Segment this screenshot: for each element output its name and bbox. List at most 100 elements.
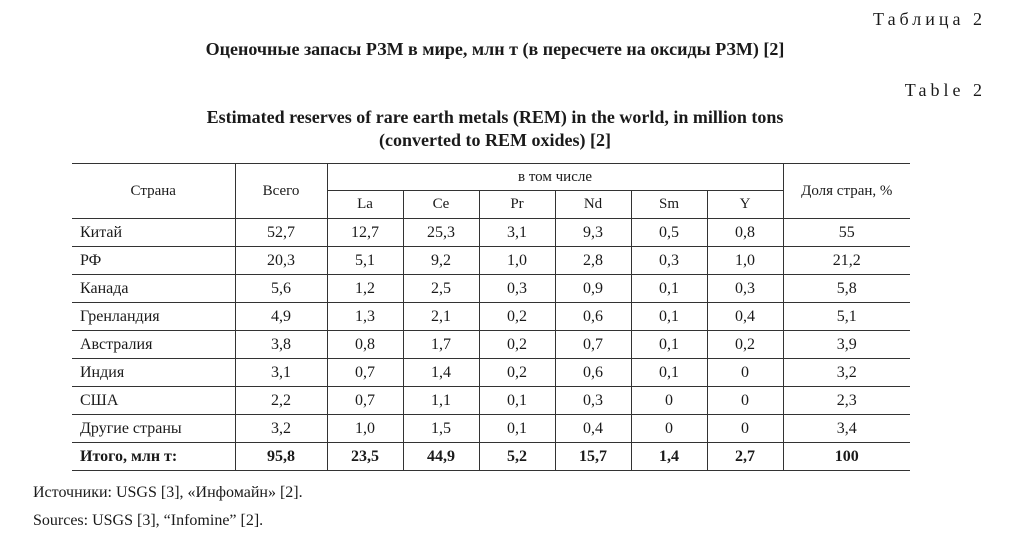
value-cell: 3,2	[782, 358, 910, 387]
value-cell: 0,6	[554, 302, 632, 331]
header-country: Страна	[72, 163, 236, 219]
value-cell: 55	[782, 218, 910, 247]
value-cell: 0,1	[630, 274, 708, 303]
value-cell: 0,7	[554, 330, 632, 359]
country-cell: США	[72, 386, 236, 415]
value-cell: 5,1	[782, 302, 910, 331]
value-cell: 3,1	[478, 218, 556, 247]
value-cell: 3,2	[234, 414, 328, 443]
country-cell: Итого, млн т:	[72, 442, 236, 471]
value-cell: 9,2	[402, 246, 480, 275]
value-cell: 1,7	[402, 330, 480, 359]
value-cell: 20,3	[234, 246, 328, 275]
title-en-line2: (converted to REM oxides) [2]	[379, 130, 611, 150]
value-cell: 4,9	[234, 302, 328, 331]
country-cell: Гренландия	[72, 302, 236, 331]
table-row: Австралия 3,8 0,8 1,7 0,2 0,7 0,1 0,2 3,9	[72, 330, 910, 359]
value-cell: 0,9	[554, 274, 632, 303]
value-cell: 0,3	[554, 386, 632, 415]
value-cell: 12,7	[326, 218, 404, 247]
value-cell: 0,1	[478, 414, 556, 443]
value-cell: 0	[630, 386, 708, 415]
value-cell: 0,3	[478, 274, 556, 303]
country-cell: Индия	[72, 358, 236, 387]
value-cell: 1,4	[402, 358, 480, 387]
header-element: Ce	[402, 190, 480, 219]
value-cell: 5,6	[234, 274, 328, 303]
value-cell: 0,5	[630, 218, 708, 247]
title-ru: Оценочные запасы РЗМ в мире, млн т (в пе…	[205, 39, 785, 59]
country-cell: Австралия	[72, 330, 236, 359]
value-cell: 2,5	[402, 274, 480, 303]
value-cell: 0,1	[478, 386, 556, 415]
value-cell: 3,4	[782, 414, 910, 443]
value-cell: 15,7	[554, 442, 632, 471]
table-row: Китай 52,7 12,7 25,3 3,1 9,3 0,5 0,8 55	[72, 218, 910, 247]
value-cell: 5,2	[478, 442, 556, 471]
value-cell: 0	[706, 386, 784, 415]
value-cell: 0,8	[326, 330, 404, 359]
country-cell: Китай	[72, 218, 236, 247]
value-cell: 25,3	[402, 218, 480, 247]
value-cell: 0,6	[554, 358, 632, 387]
value-cell: 1,0	[478, 246, 556, 275]
value-cell: 0,2	[706, 330, 784, 359]
value-cell: 2,1	[402, 302, 480, 331]
header-element: Nd	[554, 190, 632, 219]
value-cell: 100	[782, 442, 910, 471]
total-row: Итого, млн т: 95,8 23,5 44,9 5,2 15,7 1,4 2,7 10…	[72, 442, 910, 471]
table-row: Другие страны 3,2 1,0 1,5 0,1 0,4 0 0 3,4	[72, 414, 910, 443]
country-cell: Другие страны	[72, 414, 236, 443]
value-cell: 3,8	[234, 330, 328, 359]
value-cell: 3,9	[782, 330, 910, 359]
sources-ru: Источники: USGS [3], «Инфомайн» [2].	[33, 484, 303, 501]
value-cell: 0,2	[478, 302, 556, 331]
value-cell: 21,2	[782, 246, 910, 275]
header-element: Y	[706, 190, 783, 219]
table-row: США 2,2 0,7 1,1 0,1 0,3 0 0 2,3	[72, 386, 910, 415]
header-element: Sm	[630, 190, 708, 219]
value-cell: 0,1	[630, 330, 708, 359]
table-label-ru: Таблица 2	[873, 9, 986, 29]
value-cell: 1,3	[326, 302, 404, 331]
table-label-en: Table 2	[904, 80, 986, 100]
value-cell: 1,0	[706, 246, 784, 275]
value-cell: 0	[630, 414, 708, 443]
value-cell: 23,5	[326, 442, 404, 471]
value-cell: 2,7	[706, 442, 784, 471]
value-cell: 0	[706, 414, 784, 443]
header-share: Доля стран, %	[782, 163, 910, 219]
header-element: Pr	[478, 190, 556, 219]
header-including: в том числе	[326, 163, 784, 191]
value-cell: 0,2	[478, 358, 556, 387]
value-cell: 5,1	[326, 246, 404, 275]
value-cell: 0,2	[478, 330, 556, 359]
table-row: Гренландия 4,9 1,3 2,1 0,2 0,6 0,1 0,4 5,1	[72, 302, 910, 331]
value-cell: 95,8	[234, 442, 328, 471]
value-cell: 0,4	[554, 414, 632, 443]
value-cell: 0,8	[706, 218, 784, 247]
value-cell: 1,1	[402, 386, 480, 415]
value-cell: 5,8	[782, 274, 910, 303]
value-cell: 9,3	[554, 218, 632, 247]
value-cell: 2,2	[234, 386, 328, 415]
value-cell: 2,8	[554, 246, 632, 275]
header-element: La	[327, 190, 404, 219]
value-cell: 0	[706, 358, 784, 387]
value-cell: 1,5	[402, 414, 480, 443]
reserves-table: Страна Всего в том числе Доля стран, % L…	[72, 163, 910, 471]
value-cell: 1,4	[630, 442, 708, 471]
sources-en: Sources: USGS [3], “Infomine” [2].	[33, 512, 264, 529]
header-total: Всего	[234, 163, 328, 219]
value-cell: 0,3	[706, 274, 784, 303]
table-row: Канада 5,6 1,2 2,5 0,3 0,9 0,1 0,3 5,8	[72, 274, 910, 303]
country-cell: РФ	[72, 246, 236, 275]
value-cell: 3,1	[234, 358, 328, 387]
value-cell: 44,9	[402, 442, 480, 471]
country-cell: Канада	[72, 274, 236, 303]
value-cell: 0,7	[326, 386, 404, 415]
table-row: РФ 20,3 5,1 9,2 1,0 2,8 0,3 1,0 21,2	[72, 246, 910, 275]
value-cell: 0,7	[326, 358, 404, 387]
value-cell: 0,1	[630, 358, 708, 387]
title-en-line1: Estimated reserves of rare earth metals …	[206, 107, 784, 127]
